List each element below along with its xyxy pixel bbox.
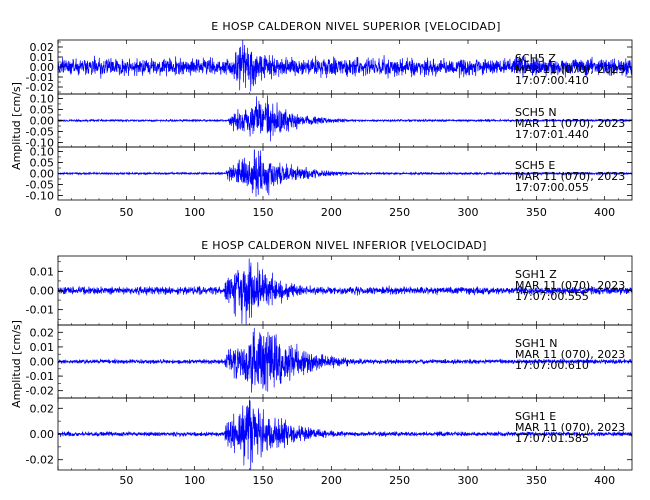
- series-sgh1-n-waveform: [57, 327, 633, 393]
- y-tick-label: 0.05: [30, 156, 55, 169]
- trace-annotation-line: MAR 11 (070), 2023: [515, 279, 625, 292]
- x-tick-label: 250: [389, 474, 410, 487]
- x-tick-label: 300: [458, 206, 479, 219]
- series-sch5-z-waveform: [57, 39, 633, 92]
- x-tick-label: 250: [389, 206, 410, 219]
- trace-annotation-line: MAR 11 (070), 2023: [515, 63, 625, 76]
- lower-level-chart: E HOSP CALDERON NIVEL INFERIOR [VELOCIDA…: [10, 239, 633, 487]
- x-tick-label: 200: [321, 206, 342, 219]
- series-sgh1-e-waveform: [57, 399, 633, 471]
- trace-annotation-line: MAR 11 (070), 2023: [515, 117, 625, 130]
- y-tick-label: 0.05: [30, 103, 55, 116]
- y-tick-label: -0.01: [26, 71, 54, 84]
- trace-annotation-line: SGH1 N: [515, 337, 558, 350]
- upper-y-axis-label: Amplitud [cm/s]: [10, 82, 23, 170]
- y-tick-label: 0.10: [30, 92, 55, 105]
- y-tick-label: -0.10: [26, 137, 54, 150]
- x-tick-label: 400: [594, 206, 615, 219]
- y-tick-label: 0.00: [30, 356, 55, 369]
- x-tick-label: 50: [119, 206, 133, 219]
- y-tick-label: 0.00: [30, 428, 55, 441]
- trace-annotation-line: 17:07:01.585: [515, 432, 589, 445]
- upper-level-chart: E HOSP CALDERON NIVEL SUPERIOR [VELOCIDA…: [10, 20, 633, 219]
- trace-annotation-line: MAR 11 (070), 2023: [515, 348, 625, 361]
- x-tick-label: 0: [55, 206, 62, 219]
- x-tick-label: 100: [184, 474, 205, 487]
- y-tick-label: 0.02: [30, 402, 55, 415]
- y-tick-label: 0.00: [30, 61, 55, 74]
- x-tick-label: 350: [526, 206, 547, 219]
- lower-chart-title: E HOSP CALDERON NIVEL INFERIOR [VELOCIDA…: [201, 239, 487, 252]
- y-tick-label: -0.10: [26, 190, 54, 203]
- y-tick-label: 0.10: [30, 145, 55, 158]
- trace-annotation-line: MAR 11 (070), 2023: [515, 170, 625, 183]
- y-tick-label: 0.02: [30, 41, 55, 54]
- x-tick-label: 350: [526, 474, 547, 487]
- series-sch5-e-waveform: [57, 149, 633, 197]
- trace-annotation-line: SCH5 E: [515, 159, 555, 172]
- trace-annotation-line: 17:07:00.055: [515, 181, 589, 194]
- series-sgh1-z-waveform: [57, 258, 633, 326]
- y-tick-label: -0.02: [26, 81, 54, 94]
- trace-annotation-line: 17:07:00.555: [515, 290, 589, 303]
- series-sch5-n-waveform: [57, 95, 633, 142]
- y-tick-label: 0.00: [30, 285, 55, 298]
- lower-y-axis-label: Amplitud [cm/s]: [10, 320, 23, 408]
- x-tick-label: 100: [184, 206, 205, 219]
- y-tick-label: 0.01: [30, 265, 55, 278]
- y-tick-label: -0.01: [26, 304, 54, 317]
- y-tick-label: 0.02: [30, 326, 55, 339]
- y-tick-label: 0.01: [30, 51, 55, 64]
- trace-annotation-line: MAR 11 (070), 2023: [515, 421, 625, 434]
- trace-annotation-line: SGH1 E: [515, 410, 556, 423]
- y-tick-label: 0.00: [30, 115, 55, 128]
- x-tick-label: 150: [253, 474, 274, 487]
- trace-annotation-line: SGH1 Z: [515, 268, 557, 281]
- trace-annotation-line: 17:07:00.610: [515, 359, 589, 372]
- y-tick-label: -0.02: [26, 454, 54, 467]
- trace-annotation-line: SCH5 N: [515, 106, 557, 119]
- y-tick-label: -0.01: [26, 370, 54, 383]
- x-tick-label: 150: [253, 206, 274, 219]
- x-tick-label: 50: [119, 474, 133, 487]
- y-tick-label: 0.01: [30, 341, 55, 354]
- trace-annotation-line: 17:07:01.440: [515, 128, 589, 141]
- y-tick-label: 0.00: [30, 168, 55, 181]
- y-tick-label: -0.05: [26, 179, 54, 192]
- y-tick-label: -0.02: [26, 385, 54, 398]
- trace-annotation-line: SCH5 Z: [515, 52, 556, 65]
- y-tick-label: -0.05: [26, 126, 54, 139]
- upper-chart-title: E HOSP CALDERON NIVEL SUPERIOR [VELOCIDA…: [211, 20, 500, 33]
- trace-annotation-line: 17:07:00.410: [515, 74, 589, 87]
- x-tick-label: 300: [458, 474, 479, 487]
- x-tick-label: 200: [321, 474, 342, 487]
- x-tick-label: 400: [594, 474, 615, 487]
